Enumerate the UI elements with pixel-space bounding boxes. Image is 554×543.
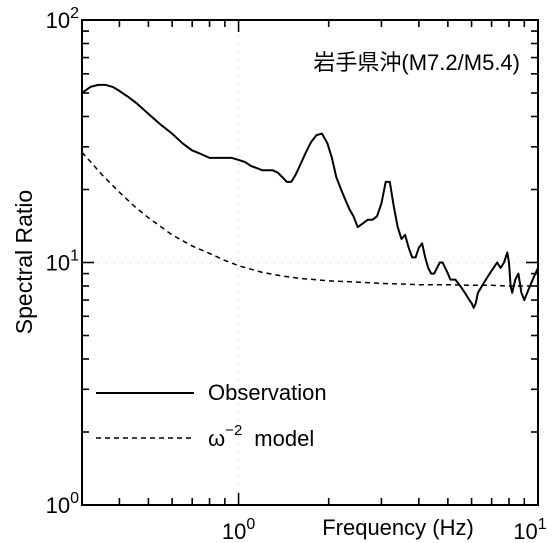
y-axis-label: Spectral Ratio	[11, 190, 37, 334]
gridlines	[82, 20, 538, 505]
axis-ticks	[81, 19, 539, 506]
legend-label-model: ω−2 model	[208, 422, 314, 451]
legend-model-omega: ω	[208, 426, 225, 451]
legend-label-observation: Observation	[208, 380, 327, 405]
chart-title: 岩手県沖(M7.2/M5.4)	[313, 50, 520, 75]
y-tick-label-0: 100	[46, 490, 79, 518]
x-tick-label-0: 100	[222, 516, 255, 543]
series-lines	[81, 83, 539, 309]
y-tick-label-2: 102	[46, 5, 79, 33]
x-axis-label: Frequency (Hz)	[322, 515, 474, 540]
model-line	[81, 151, 538, 287]
x-tick-label-1: 101	[513, 516, 546, 543]
tick-labels: 100 101 102 100 101	[46, 5, 547, 543]
legend: Observation ω−2 model	[96, 380, 327, 451]
observation-line	[81, 83, 539, 309]
plot-frame	[81, 19, 539, 506]
legend-model-suffix: model	[254, 426, 314, 451]
y-tick-label-1: 101	[46, 248, 79, 276]
legend-model-exponent: −2	[225, 422, 242, 439]
